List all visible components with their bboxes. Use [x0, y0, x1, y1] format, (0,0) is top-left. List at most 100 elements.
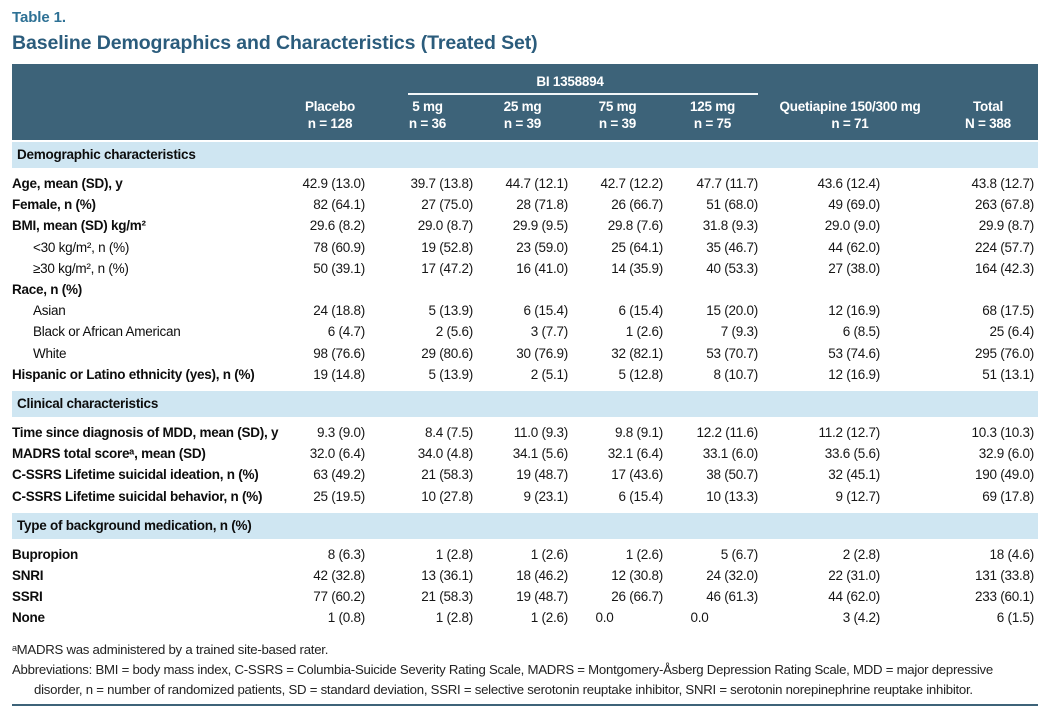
- cell-value: [665, 279, 760, 300]
- column-name: 25 mg: [503, 99, 542, 114]
- cell-value: 49 (69.0): [828, 197, 880, 213]
- cell-value: 29.0 (8.7): [417, 218, 474, 234]
- cell-value: 31.8 (9.3): [702, 218, 759, 234]
- cell-value: 27 (38.0): [828, 260, 880, 276]
- cell-value: 19 (48.7): [516, 467, 568, 483]
- table-row: BMI, mean (SD) kg/m² 29.6 (8.2) 29.0 (8.7)…: [12, 215, 1038, 236]
- column-header-125mg: 125 mg n = 75: [665, 98, 760, 132]
- spacer: [760, 72, 940, 95]
- row-label: Asian: [33, 303, 66, 319]
- table-header: BI 1358894 Placebo n = 128 5 mg n = 36: [12, 64, 1038, 140]
- cell-value: 1 (2.6): [625, 324, 664, 340]
- cell-value: 34.1 (5.6): [512, 446, 569, 462]
- cell-value: 5 (13.9): [428, 366, 473, 382]
- cell-value: [475, 279, 570, 300]
- column-name: 125 mg: [689, 99, 736, 114]
- cell-value: 1 (2.8): [435, 546, 474, 562]
- section-header: Type of background medication, n (%): [12, 512, 1038, 539]
- cell-value: 3 (7.7): [530, 324, 569, 340]
- row-label: Black or African American: [33, 324, 181, 340]
- column-n: n = 39: [598, 116, 637, 131]
- cell-value: 10 (27.8): [421, 488, 473, 504]
- cell-value: 33.1 (6.0): [702, 446, 759, 462]
- table-figure: Table 1. Baseline Demographics and Chara…: [12, 8, 1038, 706]
- cell-value: 1 (2.6): [530, 546, 569, 562]
- cell-value: 26 (66.7): [611, 589, 663, 605]
- row-label: C-SSRS Lifetime suicidal behavior, n (%): [12, 488, 263, 504]
- column-header-25mg: 25 mg n = 39: [475, 98, 570, 132]
- cell-value: 51 (13.1): [982, 366, 1034, 382]
- cell-value: 63 (49.2): [313, 467, 365, 483]
- cell-value: 131 (33.8): [974, 568, 1034, 584]
- row-label: Bupropion: [12, 546, 78, 562]
- cell-value: 78 (60.9): [313, 239, 365, 255]
- cell-value: 1 (0.8): [327, 610, 366, 626]
- column-header-75mg: 75 mg n = 39: [570, 98, 665, 132]
- cell-value: 40 (53.3): [706, 260, 758, 276]
- cell-value: 1 (2.8): [435, 610, 474, 626]
- cell-value: 6 (15.4): [523, 303, 568, 319]
- spacer: [940, 72, 1036, 95]
- table-row: Black or African American 6 (4.7) 2 (5.6) 3…: [12, 321, 1038, 342]
- treatment-group-header: BI 1358894: [380, 72, 760, 95]
- cell-value: 77 (60.2): [313, 589, 365, 605]
- cell-value: 53 (70.7): [706, 345, 758, 361]
- cell-value: 44 (62.0): [828, 239, 880, 255]
- cell-value: 17 (47.2): [421, 260, 473, 276]
- data-table: BI 1358894 Placebo n = 128 5 mg n = 36: [12, 64, 1038, 633]
- cell-value: 12 (16.9): [828, 366, 880, 382]
- cell-value: 39.7 (13.8): [410, 176, 473, 191]
- row-label: BMI, mean (SD) kg/m²: [12, 218, 146, 234]
- column-header-5mg: 5 mg n = 36: [380, 98, 475, 132]
- cell-value: 30 (76.9): [516, 345, 568, 361]
- cell-value: 21 (58.3): [421, 467, 473, 483]
- cell-value: 29.9 (8.7): [978, 218, 1035, 234]
- row-label: Age, mean (SD), y: [12, 176, 123, 191]
- cell-value: 29.9 (9.5): [512, 218, 569, 234]
- column-header-row: Placebo n = 128 5 mg n = 36 25 mg n = 39…: [12, 98, 1038, 132]
- table-row: Time since diagnosis of MDD, mean (SD), …: [12, 422, 1038, 443]
- cell-value: 0.0: [595, 610, 614, 626]
- cell-value: 5 (13.9): [428, 303, 473, 319]
- cell-value: 18 (4.6): [989, 546, 1034, 562]
- cell-value: 42 (32.8): [313, 568, 365, 584]
- table-row: Bupropion 8 (6.3) 1 (2.8) 1 (2.6) 1 (2.6) 5 (…: [12, 544, 1038, 565]
- bottom-rule: [12, 703, 1038, 706]
- cell-value: 2 (2.8): [842, 546, 881, 562]
- cell-value: 22 (31.0): [828, 568, 880, 584]
- cell-value: 10.3 (10.3): [971, 425, 1034, 441]
- abbreviations-footnote: Abbreviations: BMI = body mass index, C-…: [12, 661, 993, 697]
- cell-value: 3 (4.2): [842, 610, 881, 626]
- column-n: N = 388: [965, 116, 1011, 131]
- cell-value: 15 (20.0): [706, 303, 758, 319]
- cell-value: 5 (12.8): [618, 366, 663, 382]
- cell-value: 44 (62.0): [828, 589, 880, 605]
- cell-value: 10 (13.3): [706, 488, 758, 504]
- cell-value: 35 (46.7): [706, 239, 758, 255]
- cell-value: 2 (5.6): [435, 324, 474, 340]
- cell-value: 32 (82.1): [611, 345, 663, 361]
- cell-value: 32.9 (6.0): [978, 446, 1035, 462]
- cell-value: 23 (59.0): [516, 239, 568, 255]
- section-header: Clinical characteristics: [12, 391, 1038, 418]
- cell-value: 29.0 (9.0): [824, 218, 881, 234]
- row-label: C-SSRS Lifetime suicidal ideation, n (%): [12, 467, 259, 483]
- cell-value: 17 (43.6): [611, 467, 663, 483]
- cell-value: 25 (64.1): [611, 239, 663, 255]
- cell-value: 9.3 (9.0): [316, 425, 365, 441]
- column-header-quetiapine: Quetiapine 150/300 mg n = 71: [760, 98, 940, 132]
- cell-value: 24 (32.0): [706, 568, 758, 584]
- table-title: Baseline Demographics and Characteristic…: [12, 32, 538, 54]
- table-row: Asian 24 (18.8) 5 (13.9) 6 (15.4) 6 (15.4) 15…: [12, 300, 1038, 321]
- table-row: Race, n (%): [12, 279, 1038, 300]
- cell-value: 42.7 (12.2): [600, 176, 663, 191]
- table-row: Female, n (%) 82 (64.1) 27 (75.0) 28 (71.8)…: [12, 194, 1038, 215]
- cell-value: 82 (64.1): [313, 197, 365, 213]
- cell-value: 19 (48.7): [516, 589, 568, 605]
- table-row: C-SSRS Lifetime suicidal behavior, n (%)…: [12, 486, 1038, 507]
- cell-value: 8 (10.7): [713, 366, 758, 382]
- cell-value: 1 (2.6): [625, 546, 664, 562]
- section-body: Age, mean (SD), y 42.9 (13.0) 39.7 (13.8) 4…: [12, 168, 1038, 389]
- cell-value: 43.8 (12.7): [971, 176, 1034, 191]
